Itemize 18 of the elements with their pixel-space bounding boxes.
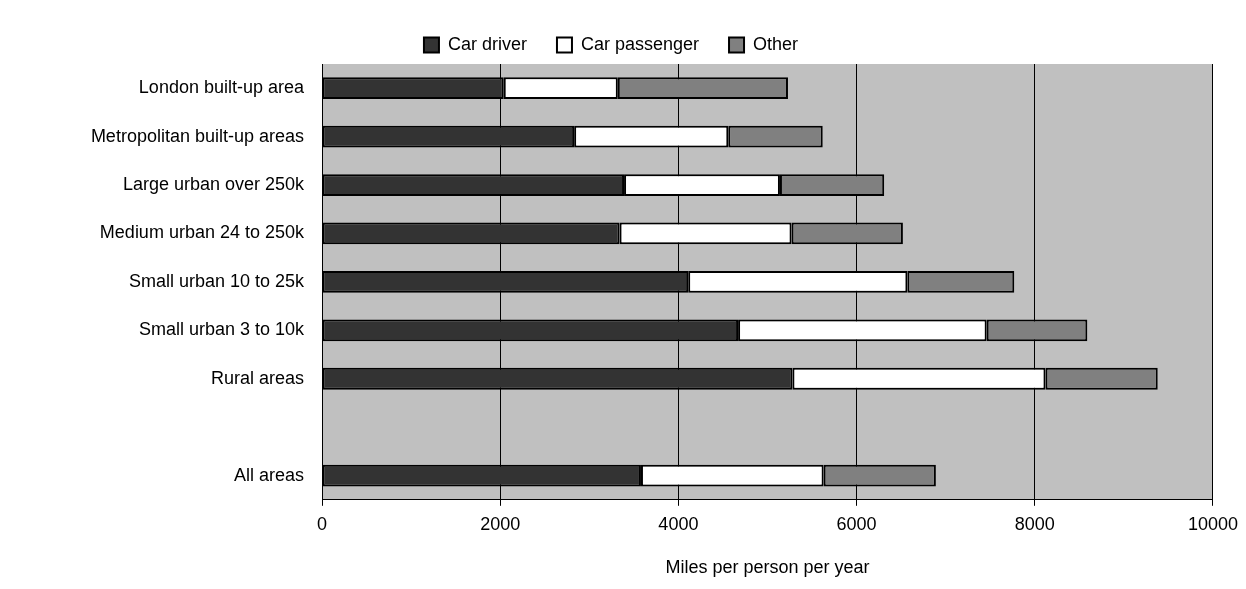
y-tick-label: Small urban 10 to 25k (128, 270, 305, 291)
x-tick-label: 2000 (480, 513, 521, 534)
x-tick-label: 10000 (1187, 513, 1238, 534)
y-tick-label: Small urban 3 to 10k (138, 319, 305, 340)
x-tick-label: 0 (316, 513, 328, 534)
y-tick-label: London built-up area (138, 77, 305, 98)
y-tick-label: Metropolitan built-up areas (90, 125, 304, 146)
x-axis-title: Miles per person per year (665, 557, 870, 578)
y-tick-label: Rural areas (210, 367, 304, 388)
x-tick-label: 6000 (836, 513, 877, 534)
legend-label: Car passenger (580, 33, 700, 54)
legend-label: Other (753, 33, 799, 54)
legend-label: Car driver (447, 33, 527, 54)
y-tick-label: Large urban over 250k (122, 174, 305, 195)
x-tick-label: 4000 (658, 513, 699, 534)
x-tick-label: 8000 (1014, 513, 1055, 534)
y-tick-label: Medium urban 24 to 250k (99, 222, 305, 243)
y-tick-label: All areas (233, 464, 304, 485)
